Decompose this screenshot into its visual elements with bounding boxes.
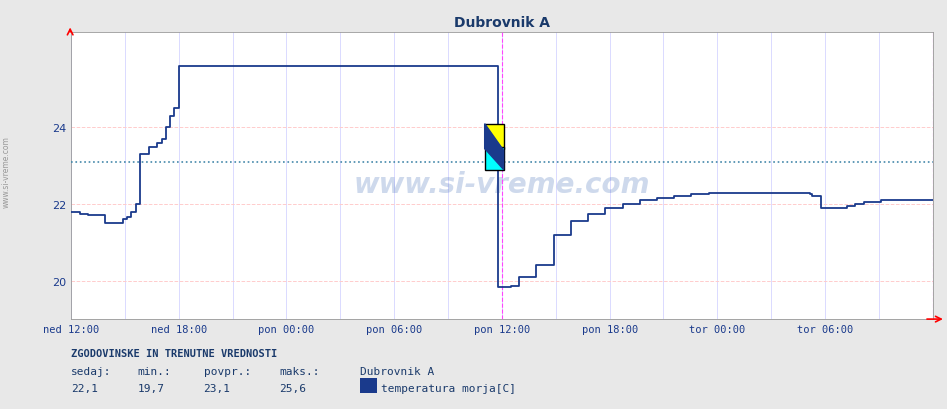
Text: 25,6: 25,6	[279, 382, 307, 393]
Title: Dubrovnik A: Dubrovnik A	[454, 16, 550, 30]
Text: www.si-vreme.com: www.si-vreme.com	[353, 171, 651, 198]
FancyBboxPatch shape	[485, 147, 504, 170]
Text: min.:: min.:	[137, 366, 171, 376]
Text: 22,1: 22,1	[71, 382, 98, 393]
Text: sedaj:: sedaj:	[71, 366, 112, 376]
Text: www.si-vreme.com: www.si-vreme.com	[2, 136, 11, 208]
Text: Dubrovnik A: Dubrovnik A	[360, 366, 434, 376]
Text: 19,7: 19,7	[137, 382, 165, 393]
Text: ZGODOVINSKE IN TRENUTNE VREDNOSTI: ZGODOVINSKE IN TRENUTNE VREDNOSTI	[71, 348, 277, 358]
Text: 23,1: 23,1	[204, 382, 231, 393]
FancyBboxPatch shape	[485, 124, 504, 149]
Text: povpr.:: povpr.:	[204, 366, 251, 376]
Polygon shape	[485, 124, 504, 170]
Text: temperatura morja[C]: temperatura morja[C]	[381, 382, 516, 393]
Text: maks.:: maks.:	[279, 366, 320, 376]
